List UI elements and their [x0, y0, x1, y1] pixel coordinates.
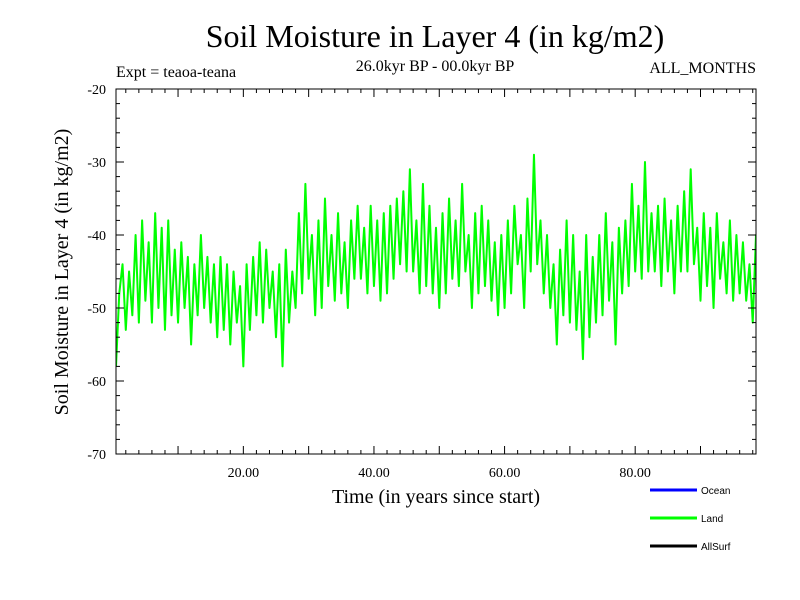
y-tick-label: -70 [87, 448, 106, 463]
y-tick-label: -60 [87, 375, 106, 390]
y-tick-label: -50 [87, 302, 106, 317]
legend-label: Ocean [701, 486, 730, 497]
x-tick-label: 20.00 [228, 466, 260, 481]
plot-frame [115, 88, 757, 455]
legend-item-land: Land [650, 514, 723, 525]
chart-subtitle: 26.0kyr BP - 00.0kyr BP [356, 58, 515, 75]
y-tick-label: -20 [87, 83, 106, 98]
legend-item-allsurf: AllSurf [650, 542, 731, 553]
y-axis-label: Soil Moisture in Layer 4 (in kg/m2) [51, 129, 73, 416]
legend-label: AllSurf [701, 542, 731, 553]
chart-title: Soil Moisture in Layer 4 (in kg/m2) [206, 18, 665, 54]
x-tick-label: 40.00 [358, 466, 390, 481]
season-label: ALL_MONTHS [649, 60, 756, 77]
x-tick-label: 60.00 [489, 466, 521, 481]
series-line-land [116, 153, 756, 368]
experiment-label: Expt = teaoa-teana [116, 64, 236, 81]
x-tick-label: 80.00 [619, 466, 651, 481]
y-tick-label: -30 [87, 156, 106, 171]
legend: Ocean Land AllSurf [650, 486, 731, 553]
legend-item-ocean: Ocean [650, 486, 730, 497]
legend-label: Land [701, 514, 723, 525]
y-tick-label: -40 [87, 229, 106, 244]
x-axis-label: Time (in years since start) [332, 486, 540, 508]
